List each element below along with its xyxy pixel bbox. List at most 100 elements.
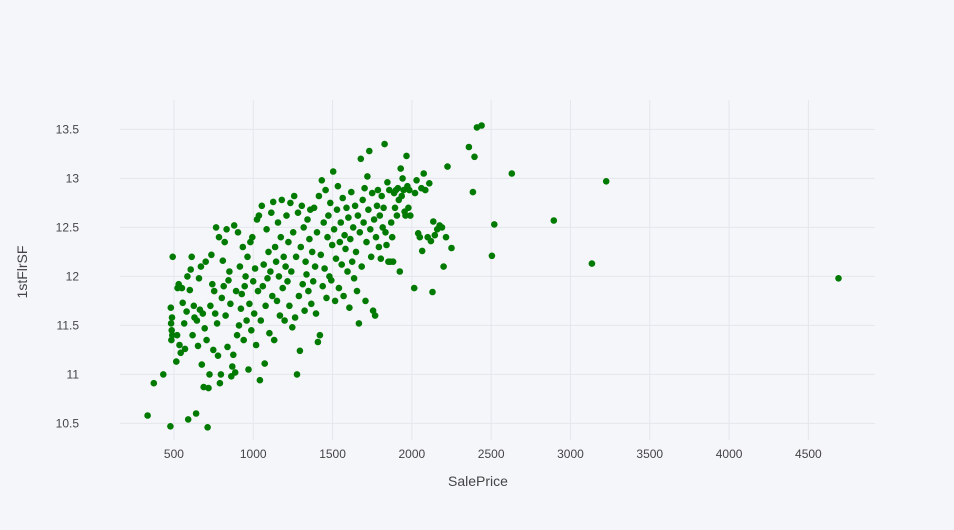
scatter-point — [298, 202, 306, 210]
scatter-point — [246, 300, 253, 308]
scatter-point — [214, 352, 222, 360]
scatter-point — [410, 284, 418, 292]
scatter-point — [187, 266, 194, 273]
scatter-point — [211, 310, 219, 317]
scatter-point — [317, 251, 325, 259]
scatter-point — [255, 212, 263, 219]
scatter-point — [377, 255, 385, 262]
scatter-point — [265, 248, 272, 256]
scatter-point — [347, 235, 354, 243]
y-tick-label: 10.5 — [56, 416, 80, 430]
scatter-point — [397, 165, 405, 172]
x-tick-label: 1500 — [319, 447, 346, 461]
scatter-point — [351, 202, 359, 210]
scatter-point — [306, 235, 313, 243]
scatter-point — [337, 219, 345, 226]
scatter-point — [258, 202, 266, 210]
y-tick-label: 12 — [66, 269, 80, 283]
scatter-point — [243, 317, 250, 324]
scatter-point — [308, 300, 315, 308]
y-tick-label: 13 — [66, 171, 80, 185]
scatter-point — [189, 331, 196, 339]
scatter-point — [179, 299, 186, 307]
scatter-point — [276, 312, 284, 319]
scatter-point — [358, 263, 366, 270]
scatter-point — [303, 271, 310, 278]
scatter-point — [430, 218, 437, 225]
scatter-point — [403, 152, 410, 160]
scatter-point — [285, 238, 292, 246]
scatter-point — [373, 202, 381, 210]
scatter-point — [245, 366, 252, 373]
scatter-point — [406, 186, 413, 194]
scatter-point — [344, 268, 351, 275]
scatter-point — [173, 331, 181, 339]
scatter-point — [249, 278, 257, 285]
scatter-point — [368, 189, 376, 197]
scatter-point — [386, 186, 393, 194]
scatter-point — [328, 241, 336, 249]
x-tick-label: 3000 — [557, 447, 584, 461]
scatter-point — [289, 324, 296, 331]
scatter-point — [338, 261, 346, 268]
scatter-point — [259, 282, 267, 290]
scatter-point — [357, 155, 365, 163]
scatter-point — [277, 233, 285, 241]
scatter-point — [310, 204, 318, 212]
scatter-point — [281, 317, 288, 324]
scatter-point — [388, 233, 396, 241]
scatter-point — [177, 349, 184, 357]
scatter-point — [348, 258, 356, 266]
scatter-point — [221, 238, 228, 246]
scatter-point — [193, 317, 201, 324]
scatter-point — [206, 371, 213, 378]
scatter-point — [426, 180, 433, 187]
scatter-point — [328, 277, 335, 284]
x-tick-label: 2000 — [398, 447, 425, 461]
scatter-point — [197, 263, 205, 270]
scatter-point — [169, 253, 176, 261]
scatter-point — [279, 284, 287, 292]
scatter-point — [309, 278, 317, 285]
scatter-point — [215, 233, 223, 241]
scatter-point — [442, 233, 450, 241]
scatter-point — [379, 224, 387, 231]
x-axis-title: SalePrice — [448, 473, 508, 489]
scatter-point — [396, 268, 404, 275]
scatter-point — [324, 233, 331, 241]
scatter-point — [168, 327, 175, 334]
scatter-point — [363, 238, 370, 246]
scatter-point — [242, 273, 249, 280]
scatter-point — [304, 216, 311, 223]
scatter-point — [169, 331, 176, 339]
scatter-point — [264, 275, 271, 282]
scatter-point — [167, 304, 175, 312]
scatter-point — [383, 241, 390, 249]
scatter-point — [352, 248, 360, 256]
scatter-point — [223, 226, 230, 233]
scatter-point — [422, 186, 429, 194]
scatter-point — [359, 196, 367, 204]
scatter-point — [269, 292, 276, 300]
scatter-point — [360, 219, 367, 226]
scatter-point — [178, 284, 186, 292]
scatter-point — [218, 294, 226, 302]
scatter-point — [305, 287, 312, 295]
scatter-point — [240, 336, 247, 344]
scatter-point — [335, 284, 343, 292]
scatter-point — [213, 320, 221, 327]
scatter-point — [234, 229, 242, 236]
scatter-point — [287, 199, 294, 207]
scatter-point — [318, 177, 326, 184]
scatter-point — [229, 363, 236, 370]
scatter-point — [199, 310, 207, 317]
scatter-point — [220, 282, 227, 290]
scatter-point — [367, 253, 375, 261]
scatter-point — [167, 423, 174, 430]
scatter-point — [295, 292, 303, 300]
scatter-point — [294, 209, 302, 216]
scatter-point — [550, 217, 558, 224]
scatter-point — [321, 265, 328, 272]
